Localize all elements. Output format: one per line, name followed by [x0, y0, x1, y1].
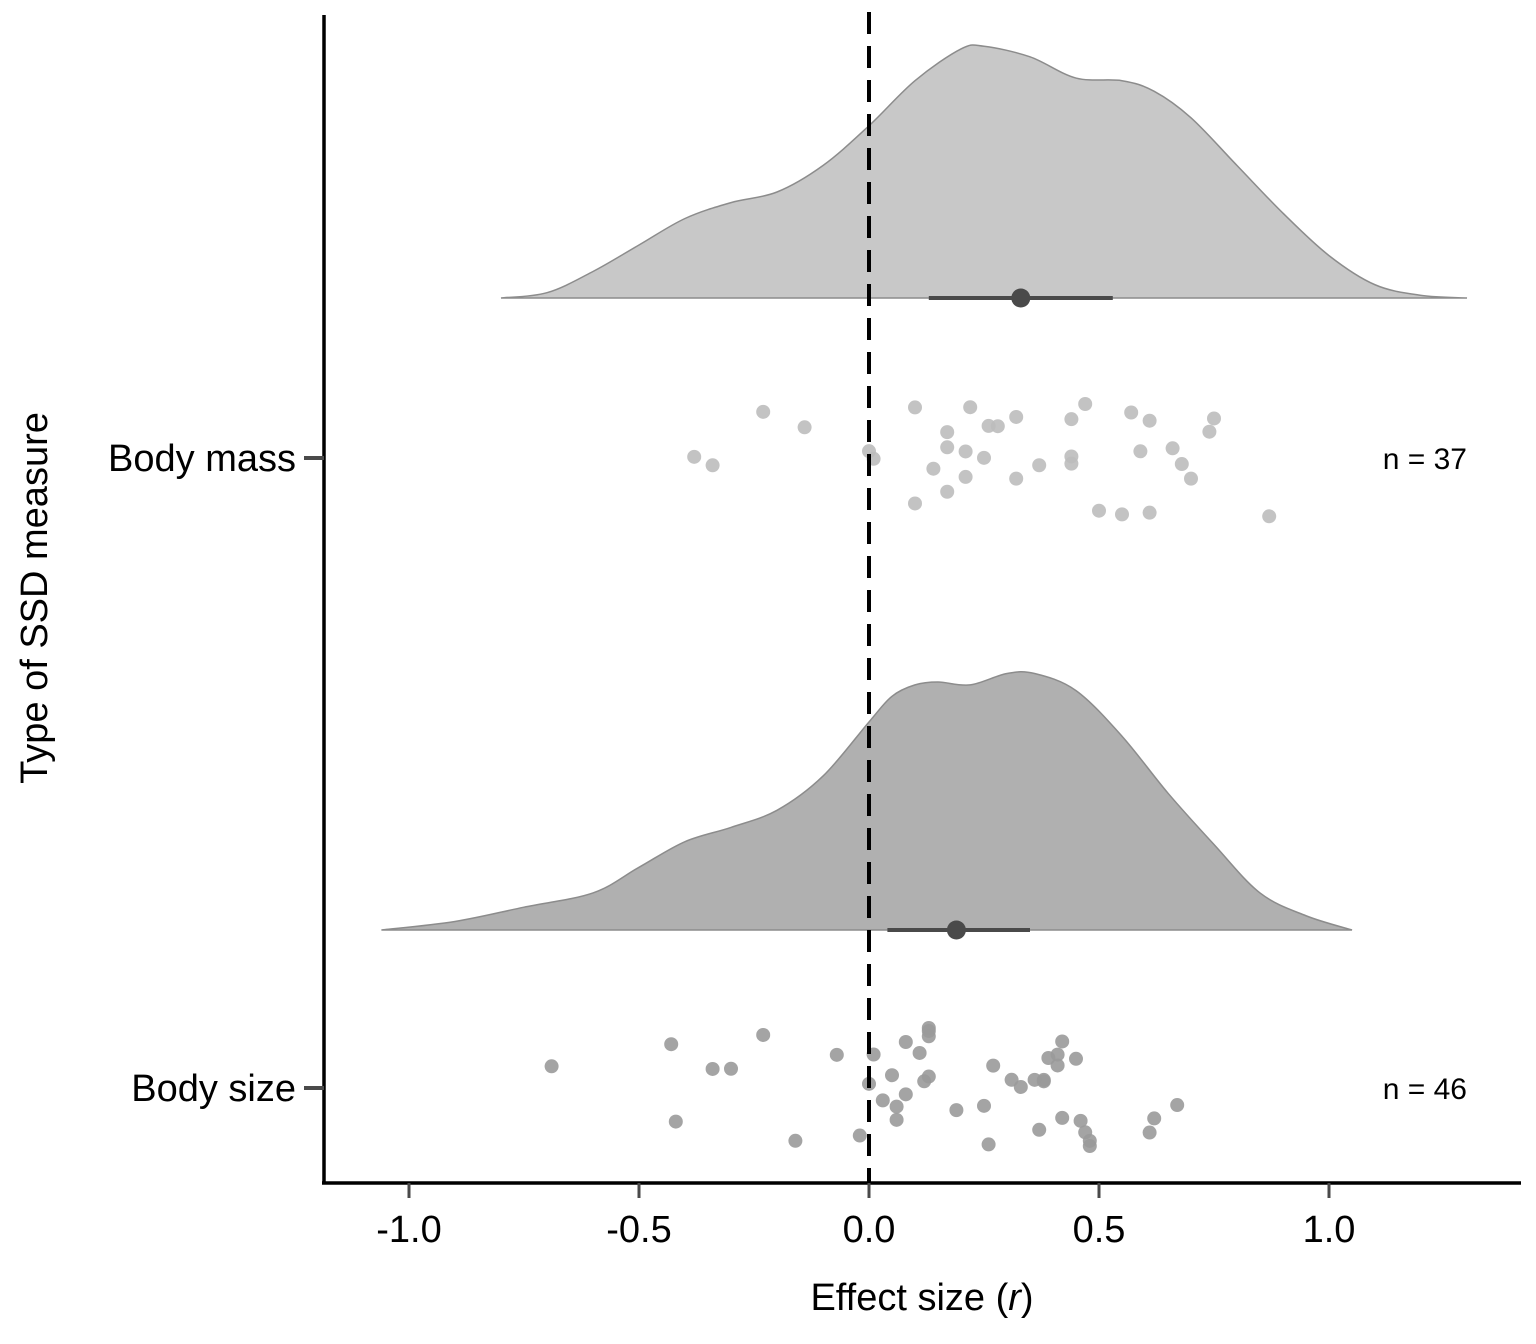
data-point-body-size	[852, 1128, 867, 1143]
y-axis-title: Type of SSD measure	[14, 412, 56, 784]
data-point-body-mass	[1009, 409, 1024, 424]
x-tick-label: -0.5	[606, 1209, 671, 1251]
data-point-body-mass	[1174, 457, 1189, 472]
x-tick-label: 1.0	[1303, 1209, 1356, 1251]
data-point-body-size	[1147, 1111, 1162, 1126]
data-point-body-mass	[1064, 456, 1079, 471]
data-point-body-size	[1055, 1110, 1070, 1125]
data-point-body-size	[1055, 1034, 1070, 1049]
data-point-body-mass	[1009, 471, 1024, 486]
mean-point-body-mass	[1011, 288, 1031, 308]
data-point-body-mass	[908, 496, 922, 511]
y-tick-label-body-size: Body size	[131, 1068, 296, 1110]
data-point-body-mass	[981, 418, 996, 433]
data-point-body-mass	[1142, 505, 1157, 520]
data-point-body-size	[912, 1045, 927, 1060]
data-point-body-mass	[1184, 471, 1198, 486]
data-point-body-size	[885, 1068, 899, 1083]
data-point-body-size	[788, 1133, 803, 1148]
data-point-body-mass	[926, 461, 941, 476]
data-point-body-mass	[1165, 441, 1180, 456]
data-point-body-mass	[1064, 412, 1079, 427]
y-tick-label-body-mass: Body mass	[108, 438, 296, 480]
data-point-body-size	[898, 1035, 913, 1050]
data-point-body-size	[756, 1027, 771, 1042]
n-label-body-size: n = 46	[1383, 1073, 1467, 1106]
data-point-body-size	[949, 1103, 964, 1118]
data-point-body-mass	[1115, 507, 1129, 522]
data-point-body-size	[1069, 1051, 1083, 1066]
data-point-body-size	[1170, 1098, 1185, 1113]
data-point-body-size	[1082, 1133, 1097, 1148]
density-body-size	[381, 670, 1353, 931]
data-point-body-size	[1073, 1113, 1088, 1128]
data-point-body-size	[986, 1058, 1001, 1073]
data-point-body-mass	[1032, 458, 1047, 473]
data-point-body-mass	[940, 425, 955, 440]
data-point-body-size	[889, 1112, 904, 1127]
data-point-body-size	[977, 1098, 991, 1113]
data-point-body-size	[1013, 1079, 1028, 1094]
density-body-mass	[500, 44, 1468, 299]
mean-point-body-size	[946, 920, 966, 940]
data-point-body-size	[1050, 1058, 1065, 1073]
data-point-body-mass	[958, 469, 973, 484]
data-point-body-mass	[1078, 397, 1093, 412]
data-point-body-size	[544, 1059, 559, 1074]
data-point-body-size	[1142, 1125, 1157, 1140]
x-tick-label: -1.0	[376, 1209, 441, 1251]
data-point-body-mass	[1133, 444, 1148, 459]
x-tick-label: 0.0	[843, 1209, 896, 1251]
data-point-body-size	[668, 1114, 683, 1129]
n-label-body-mass: n = 37	[1383, 443, 1467, 476]
data-point-body-mass	[797, 420, 812, 435]
plot-area: n = 37 n = 46	[381, 12, 1468, 1183]
data-point-body-size	[705, 1061, 720, 1076]
data-point-body-size	[664, 1037, 679, 1052]
data-point-body-size	[981, 1137, 996, 1152]
data-point-body-size	[829, 1047, 844, 1062]
data-point-body-size	[921, 1021, 936, 1036]
data-point-body-mass	[1202, 424, 1217, 439]
data-point-body-mass	[940, 440, 955, 455]
data-point-body-size	[724, 1061, 738, 1076]
data-point-body-mass	[1124, 405, 1139, 420]
data-point-body-mass	[1207, 411, 1221, 426]
data-point-body-mass	[1142, 413, 1157, 428]
data-point-body-mass	[940, 484, 955, 499]
data-point-body-size	[1050, 1047, 1065, 1062]
data-point-body-mass	[963, 400, 978, 415]
data-point-body-mass	[908, 400, 922, 415]
x-tick-label: 0.5	[1073, 1209, 1126, 1251]
data-point-body-mass	[977, 450, 991, 465]
data-point-body-mass	[958, 444, 973, 459]
data-point-body-mass	[1262, 509, 1277, 524]
x-axis-title: Effect size (r)	[810, 1277, 1033, 1319]
data-point-body-size	[889, 1099, 904, 1114]
data-point-body-size	[875, 1093, 890, 1108]
data-point-body-size	[1036, 1072, 1051, 1087]
data-point-body-mass	[687, 449, 702, 464]
data-point-body-size	[921, 1069, 936, 1084]
data-point-body-size	[898, 1087, 913, 1102]
data-point-body-mass	[756, 404, 771, 419]
x-axis-ticks: -1.0 -0.5 0.0 0.5 1.0	[376, 1183, 1355, 1251]
y-axis-ticks: Body mass Body size	[108, 438, 324, 1110]
data-point-body-size	[1032, 1122, 1047, 1137]
data-point-body-mass	[705, 458, 720, 473]
data-point-body-mass	[1092, 503, 1106, 518]
